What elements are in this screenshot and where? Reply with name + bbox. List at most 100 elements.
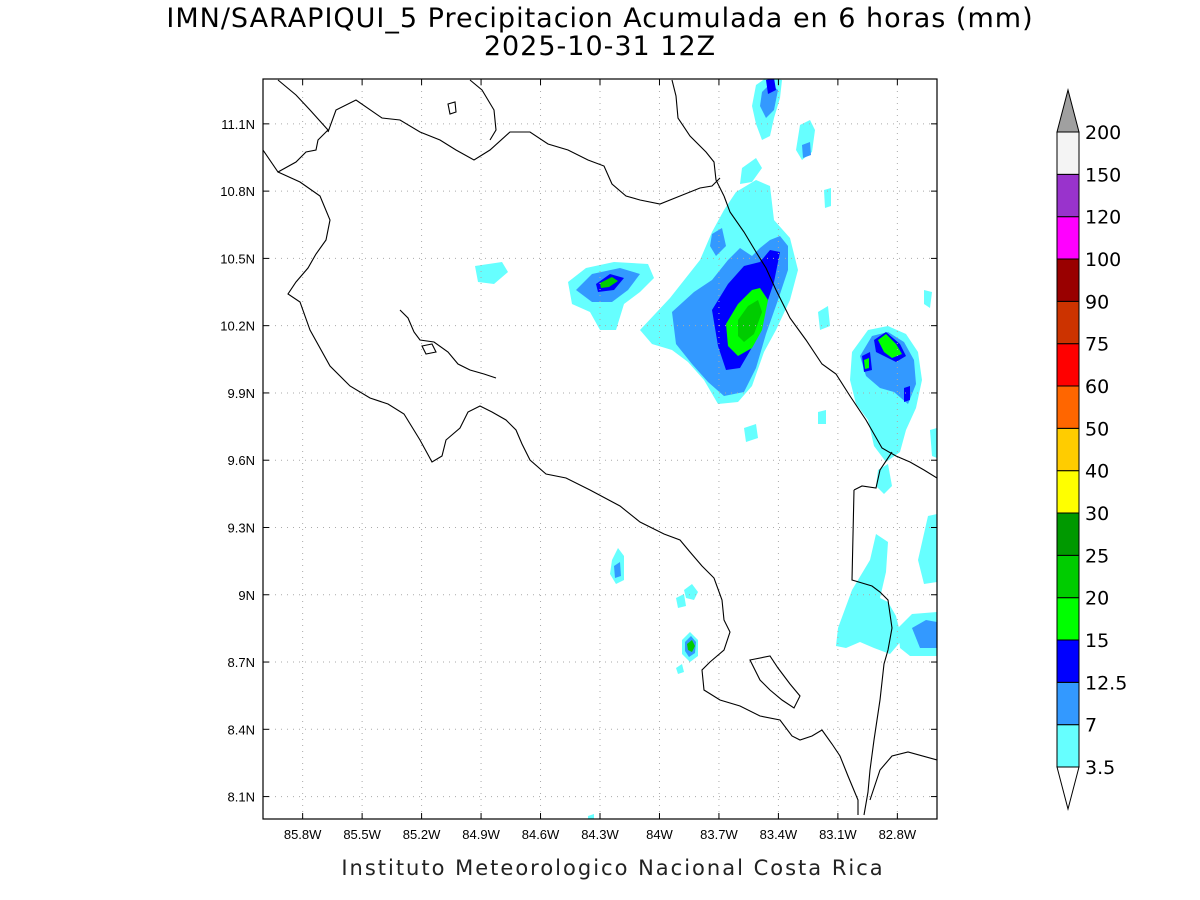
precip-cell (878, 334, 902, 358)
panama-border (851, 451, 893, 816)
lon-tick-label: 84.9W (462, 827, 500, 842)
lon-tick-label: 84W (646, 827, 673, 842)
colorbar-label: 150 (1085, 164, 1121, 186)
colorbar-label: 25 (1085, 545, 1109, 567)
colorbar-swatch (1056, 258, 1080, 302)
precip-cell (738, 300, 762, 342)
colorbar-top-arrow (1056, 88, 1080, 133)
colorbar-swatch (1056, 216, 1080, 260)
precip-cell (744, 424, 758, 442)
precip-cell (818, 410, 826, 424)
colorbar-label: 20 (1085, 588, 1109, 610)
colorbar-bottom-arrow (1056, 766, 1080, 811)
lon-tick-label: 85.2W (403, 827, 441, 842)
northern-coast (469, 79, 725, 197)
lat-tick-label: 10.5N (220, 251, 255, 266)
colorbar-legend: 3.5 7 12.5 15 20 25 30 40 50 60 75 90 100 120 150 200 (1056, 88, 1127, 811)
precip-cell (818, 306, 830, 330)
lon-tick-label: 84.6W (522, 827, 560, 842)
colorbar-swatch (1056, 512, 1080, 556)
colorbar-label: 3.5 (1085, 757, 1115, 779)
precipitation-shading (475, 79, 937, 819)
latitude-axis-labels: 8.1N 8.4N 8.7N 9N 9.3N 9.6N 9.9N 10.2N 10.5N 10.8… (220, 117, 255, 805)
island (421, 343, 437, 355)
lon-tick-label: 83.7W (700, 827, 738, 842)
colorbar-swatch (1056, 597, 1080, 641)
colorbar-swatch (1056, 470, 1080, 514)
lat-tick-label: 9.6N (228, 453, 255, 468)
colorbar-label: 60 (1085, 376, 1109, 398)
precip-cell (684, 584, 698, 600)
colorbar-swatch (1056, 385, 1080, 429)
colorbar-swatch (1056, 300, 1080, 345)
precip-cell (760, 84, 778, 118)
precip-cell (588, 814, 594, 819)
caribbean-coast (723, 195, 937, 479)
colorbar-label: 200 (1085, 122, 1121, 144)
map-title: IMN/SARAPIQUI_5 Precipitacion Acumulada … (166, 3, 1034, 34)
precip-cell (904, 386, 910, 402)
coastlines (263, 79, 937, 816)
precip-cell (836, 534, 902, 654)
precip-cell (740, 158, 762, 184)
colorbar-swatch (1056, 724, 1080, 768)
colorbar-swatch (1056, 131, 1080, 175)
lat-tick-label: 10.2N (220, 319, 255, 334)
colorbar-label: 30 (1085, 503, 1109, 525)
lat-tick-label: 8.7N (228, 655, 255, 670)
colorbar-label: 15 (1085, 630, 1109, 652)
precip-cell (864, 358, 869, 369)
lat-tick-label: 11.1N (221, 117, 255, 132)
colorbar-label: 120 (1085, 207, 1121, 229)
precip-cell (475, 262, 508, 284)
colorbar-label: 100 (1085, 249, 1121, 271)
lat-tick-label: 9N (238, 588, 255, 603)
precip-cell (930, 428, 937, 458)
colorbar-swatch (1056, 343, 1080, 387)
longitude-axis-labels: 85.8W 85.5W 85.2W 84.9W 84.6W 84.3W 84W 83.7W 83… (284, 827, 917, 842)
colorbar-swatch (1056, 681, 1080, 726)
precip-cell (766, 79, 776, 94)
lon-tick-label: 83.1W (819, 827, 857, 842)
precip-cell (687, 640, 695, 652)
map-date: 2025-10-31 12Z (483, 31, 717, 62)
colorbar-label: 7 (1085, 715, 1097, 737)
colorbar-swatch (1056, 554, 1080, 599)
island (447, 101, 457, 115)
osa-peninsula (749, 655, 801, 709)
lat-tick-label: 9.9N (228, 386, 255, 401)
map-gridlines (263, 79, 937, 819)
map-frame (262, 78, 938, 820)
axis-ticks (263, 79, 937, 819)
lon-tick-label: 82.8W (879, 827, 917, 842)
lat-tick-label: 9.3N (228, 520, 255, 535)
colorbar-label: 12.5 (1085, 672, 1127, 694)
burica-coast (869, 751, 937, 801)
pacific-coastline (263, 79, 859, 815)
colorbar-label: 90 (1085, 291, 1109, 313)
lon-tick-label: 83.4W (760, 827, 798, 842)
precip-cell (710, 228, 726, 256)
colorbar-swatch (1056, 639, 1080, 683)
nicaragua-border (327, 99, 721, 205)
lon-tick-label: 85.5W (343, 827, 381, 842)
lon-tick-label: 85.8W (284, 827, 322, 842)
lat-tick-label: 8.1N (228, 790, 255, 805)
colorbar-swatch (1056, 427, 1080, 472)
precip-cell (918, 514, 937, 584)
precip-cell (924, 290, 932, 308)
precip-cell (802, 142, 811, 158)
footer-credit: Instituto Meteorologico Nacional Costa R… (341, 856, 885, 880)
lat-tick-label: 10.8N (220, 184, 255, 199)
precip-cell (600, 277, 618, 288)
lon-tick-label: 84.3W (581, 827, 619, 842)
precip-cell (676, 664, 684, 674)
precip-cell (824, 188, 831, 208)
colorbar-label: 40 (1085, 461, 1109, 483)
colorbar-label: 50 (1085, 418, 1109, 440)
precip-cell (676, 594, 686, 608)
colorbar-label: 75 (1085, 334, 1109, 356)
colorbar-swatch (1056, 173, 1080, 218)
lat-tick-label: 8.4N (228, 722, 255, 737)
